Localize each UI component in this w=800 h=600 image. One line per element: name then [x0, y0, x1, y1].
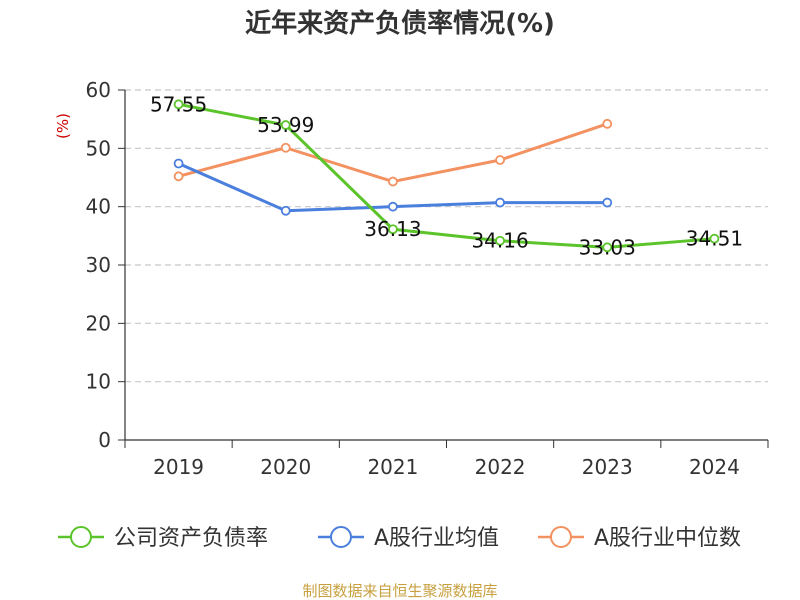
- data-labels: 57.55 53.99 36.13 34.16 33.03 34.51: [150, 92, 743, 259]
- data-point[interactable]: [388, 224, 398, 235]
- data-label: 33.03: [579, 235, 636, 259]
- data-point[interactable]: [173, 99, 184, 110]
- y-tick-label: 50: [86, 136, 111, 160]
- x-tick-label: 2020: [260, 455, 311, 479]
- data-point[interactable]: [388, 201, 398, 212]
- data-point[interactable]: [280, 205, 291, 216]
- data-label: 57.55: [150, 92, 207, 116]
- grid-lines: [125, 89, 768, 383]
- legend-marker-icon: [550, 526, 572, 548]
- x-tick-label: 2019: [153, 455, 204, 479]
- x-axis: 2019 2020 2021 2022 2023 2024: [124, 439, 769, 479]
- legend-label: 公司资产负债率: [114, 526, 268, 551]
- legend-item[interactable]: A股行业中位数: [538, 526, 741, 551]
- legend-item[interactable]: A股行业均值: [318, 526, 499, 551]
- data-point[interactable]: [495, 197, 505, 208]
- y-tick-label: 30: [86, 253, 111, 277]
- data-point[interactable]: [388, 176, 398, 187]
- y-tick-label: 10: [86, 370, 111, 394]
- data-label: 53.99: [257, 113, 314, 137]
- legend: 公司资产负债率 A股行业均值 A股行业中位数: [58, 526, 741, 551]
- y-tick-label: 60: [86, 78, 111, 102]
- legend-marker-icon: [330, 526, 352, 548]
- series-0: [173, 99, 720, 253]
- y-axis-unit-label: (%): [54, 113, 72, 139]
- y-tick-label: 0: [98, 428, 111, 452]
- source-note: 制图数据来自恒生聚源数据库: [302, 582, 497, 600]
- x-tick-label: 2024: [689, 455, 740, 479]
- x-tick-label: 2023: [582, 455, 633, 479]
- x-tick-label: 2022: [475, 455, 526, 479]
- data-label: 36.13: [364, 217, 421, 241]
- legend-label: A股行业均值: [374, 526, 499, 551]
- series-1: [173, 158, 613, 216]
- data-label: 34.51: [686, 227, 743, 251]
- legend-marker-icon: [70, 526, 92, 548]
- y-axis: 0 10 20 30 40 50 60: [86, 78, 126, 452]
- data-point[interactable]: [709, 233, 720, 244]
- data-point[interactable]: [602, 118, 613, 129]
- series-lines: [173, 99, 720, 253]
- data-point[interactable]: [602, 242, 613, 253]
- data-label: 34.16: [471, 229, 528, 253]
- data-point[interactable]: [280, 142, 291, 153]
- series-2: [173, 118, 613, 187]
- data-point[interactable]: [495, 235, 505, 246]
- data-point[interactable]: [280, 120, 291, 130]
- chart-title: 近年来资产负债率情况(%): [245, 8, 555, 39]
- series-line: [178, 102, 715, 249]
- legend-label: A股行业中位数: [594, 526, 741, 551]
- y-tick-label: 20: [86, 311, 111, 335]
- data-point[interactable]: [173, 158, 184, 169]
- data-point[interactable]: [602, 197, 613, 208]
- data-point[interactable]: [495, 155, 505, 165]
- y-tick-label: 40: [86, 195, 111, 219]
- legend-item[interactable]: 公司资产负债率: [58, 526, 268, 551]
- x-tick-label: 2021: [367, 455, 418, 479]
- data-point[interactable]: [173, 171, 184, 182]
- series-line: [178, 122, 608, 184]
